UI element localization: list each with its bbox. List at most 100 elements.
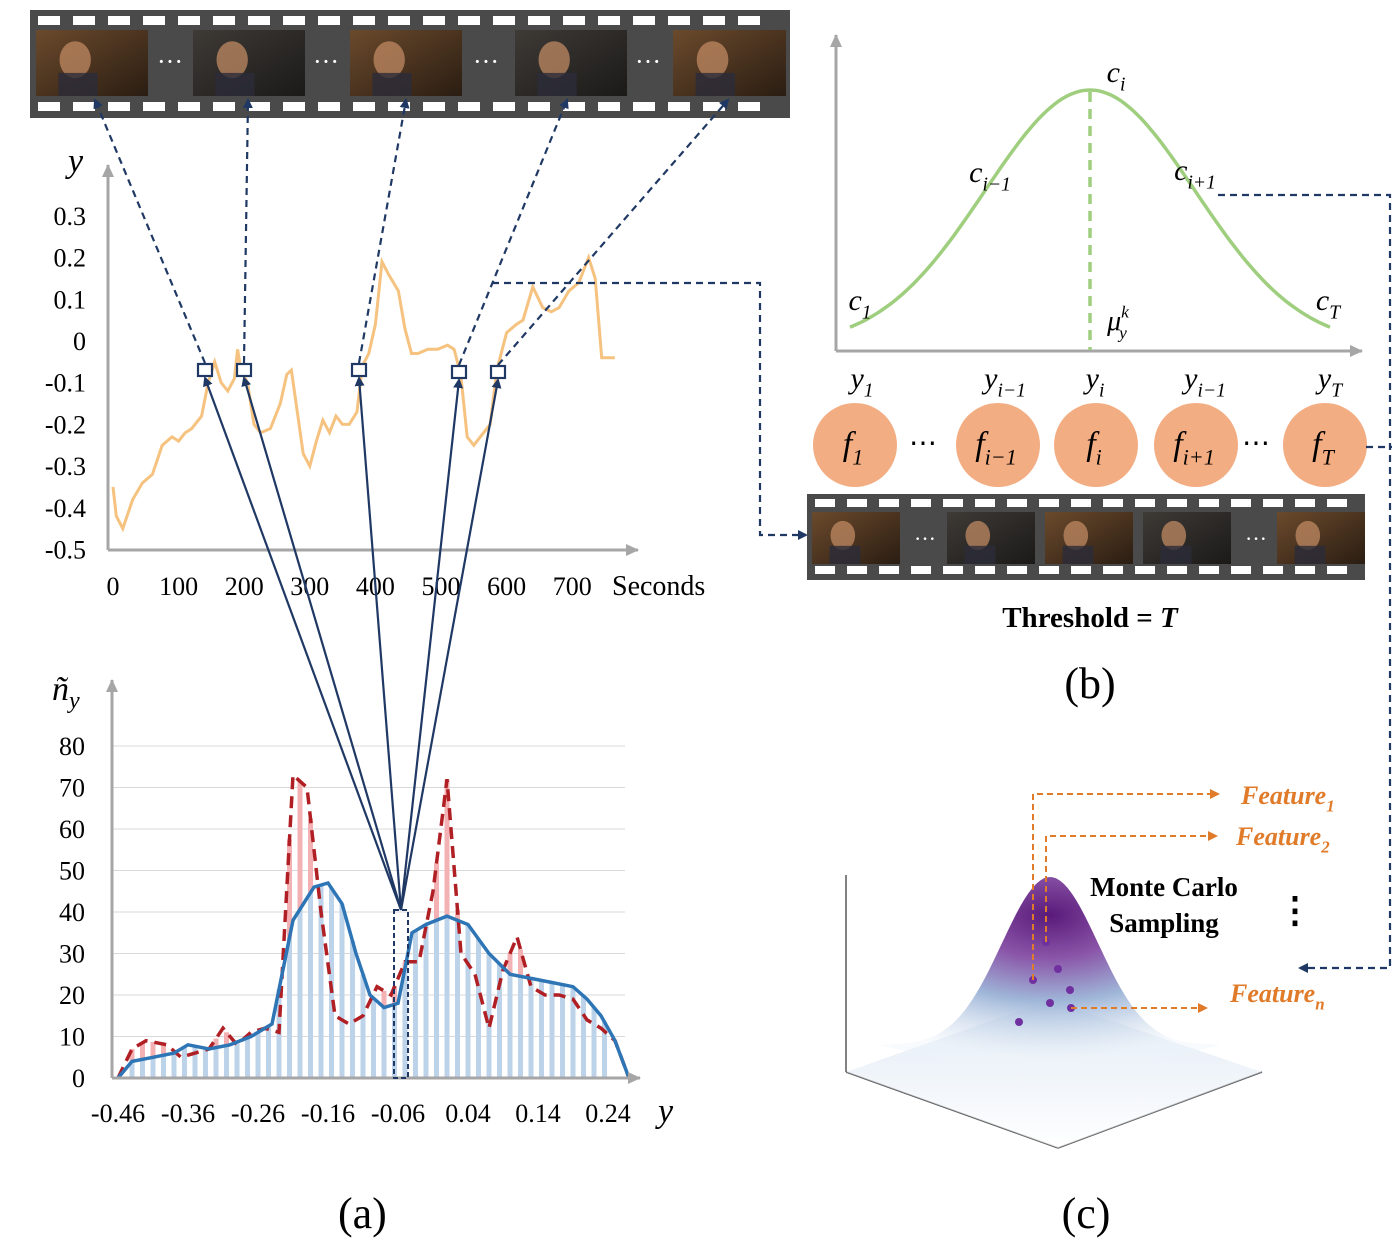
signal-x-tick: 200 (225, 572, 264, 601)
film-ellipsis: ··· (313, 47, 339, 76)
node-ellipsis: ⋯ (1242, 428, 1270, 459)
feature-node: fi−1 (956, 403, 1040, 487)
sprocket-hole (668, 102, 690, 111)
hist-bar (434, 920, 439, 1078)
sprocket-hole (1263, 499, 1283, 507)
sprocket-hole (528, 102, 550, 111)
hist-bar (507, 974, 513, 1078)
sprocket-hole (353, 16, 375, 25)
hist-bar (476, 938, 481, 1078)
hist-bar-excess (129, 1048, 135, 1062)
bin-arrow (399, 378, 464, 911)
sprocket-hole (1295, 499, 1315, 507)
hist-bar (539, 980, 544, 1078)
sprocket-hole (458, 16, 480, 25)
sprocket-hole (1167, 566, 1187, 574)
frame-marker (450, 364, 468, 380)
sprocket-hole (879, 499, 899, 507)
sprocket-hole (1135, 499, 1155, 507)
signal-y-tick: 0.3 (54, 202, 87, 231)
sprocket-hole (563, 102, 585, 111)
sprocket-hole (1199, 499, 1219, 507)
sprocket-hole (815, 499, 835, 507)
hist-bar (350, 941, 355, 1078)
bin-arrow (241, 376, 403, 911)
sprocket-hole (975, 499, 995, 507)
sprocket-hole (847, 566, 867, 574)
hist-bar (182, 1046, 187, 1078)
hist-bar-excess (455, 909, 460, 921)
histogram-smoothed-curve (116, 880, 631, 1080)
hist-bar-excess (140, 1042, 145, 1060)
hist-bar (413, 930, 418, 1078)
sprocket-hole (847, 499, 867, 507)
sprocket-hole (1327, 499, 1347, 507)
signal-y-tick: -0.2 (45, 410, 86, 439)
hist-y-label: ñy (52, 671, 80, 714)
sprocket-hole (38, 102, 60, 111)
feature-node: f1 (813, 403, 897, 487)
sprocket-hole (1071, 566, 1091, 574)
film-strip-top: ··· ··· ··· ··· (30, 10, 790, 118)
sprocket-hole (178, 16, 200, 25)
sample-point (1046, 999, 1054, 1007)
video-frame (1143, 512, 1231, 564)
histogram-plot: ñy 80 70 60 50 40 30 20 10 0 -0.46 -0.36 -0.26 -0.1… (52, 671, 674, 1130)
hist-x-tick: -0.36 (161, 1099, 215, 1128)
caption-b: (b) (1064, 659, 1115, 708)
hist-bar-excess (287, 839, 292, 938)
signal-plot: y 0.3 0.2 0.1 0 -0.1 -0.2 -0.3 -0.4 -0.5 0 100 200… (45, 143, 706, 602)
video-frame (36, 30, 148, 96)
signal-y-tick-labels: 0.3 0.2 0.1 0 -0.1 -0.2 -0.3 -0.4 -0.5 (45, 202, 86, 565)
gaussian-plot: c1 ci−1 ci ci+1 cT μk y (830, 34, 1363, 357)
video-frame (515, 30, 627, 96)
sprocket-hole (318, 102, 340, 111)
hist-bar (560, 984, 565, 1078)
sprocket-hole (1327, 566, 1347, 574)
feature-node: fT (1283, 403, 1367, 487)
signal-y-label: y (65, 143, 84, 180)
sprocket-hole (213, 16, 235, 25)
hist-x-tick: -0.16 (301, 1099, 355, 1128)
sprocket-hole (1039, 499, 1059, 507)
sprocket-hole (73, 16, 95, 25)
monte-carlo-plot: Monte Carlo Sampling ⋮ Feature1Feature2F… (845, 781, 1335, 1149)
sprocket-hole (1231, 566, 1251, 574)
y-label: yi (1083, 362, 1105, 401)
sprocket-hole (703, 16, 725, 25)
mc-sample-points (1015, 938, 1075, 1026)
y-label: y1 (847, 362, 873, 401)
sprocket-hole (1167, 499, 1187, 507)
gaussian-curve (849, 88, 1331, 329)
video-frame (673, 30, 786, 96)
sprocket-hole (1263, 566, 1283, 574)
sample-point (1054, 965, 1062, 973)
hist-bar (528, 978, 534, 1078)
hist-bar-excess (434, 863, 439, 921)
sprocket-hole (738, 102, 760, 111)
hist-y-tick: 20 (59, 981, 85, 1010)
signal-x-tick: 500 (422, 572, 461, 601)
frame-marker (196, 362, 214, 378)
sprocket-hole (703, 102, 725, 111)
signal-y-tick: -0.3 (45, 452, 86, 481)
sprocket-hole (879, 566, 899, 574)
hist-bar (140, 1059, 145, 1078)
hist-y-tick: 0 (72, 1064, 85, 1093)
signal-y-tick: 0 (73, 327, 86, 356)
sprocket-hole (738, 16, 760, 25)
signal-x-tick: 300 (290, 572, 329, 601)
hist-bar-excess (518, 949, 523, 977)
sprocket-hole (283, 102, 305, 111)
video-frame (1045, 512, 1133, 564)
signal-x-tick: 0 (107, 572, 120, 601)
signal-x-tick: 600 (487, 572, 526, 601)
feature-node-label: fi+1 (1173, 426, 1215, 470)
frame-arrow (242, 98, 253, 364)
mc-vdots: ⋮ (1277, 890, 1313, 930)
sprocket-hole (1039, 566, 1059, 574)
y-label: yT (1315, 362, 1343, 401)
sprocket-hole (598, 102, 620, 111)
hist-bar (581, 996, 586, 1078)
